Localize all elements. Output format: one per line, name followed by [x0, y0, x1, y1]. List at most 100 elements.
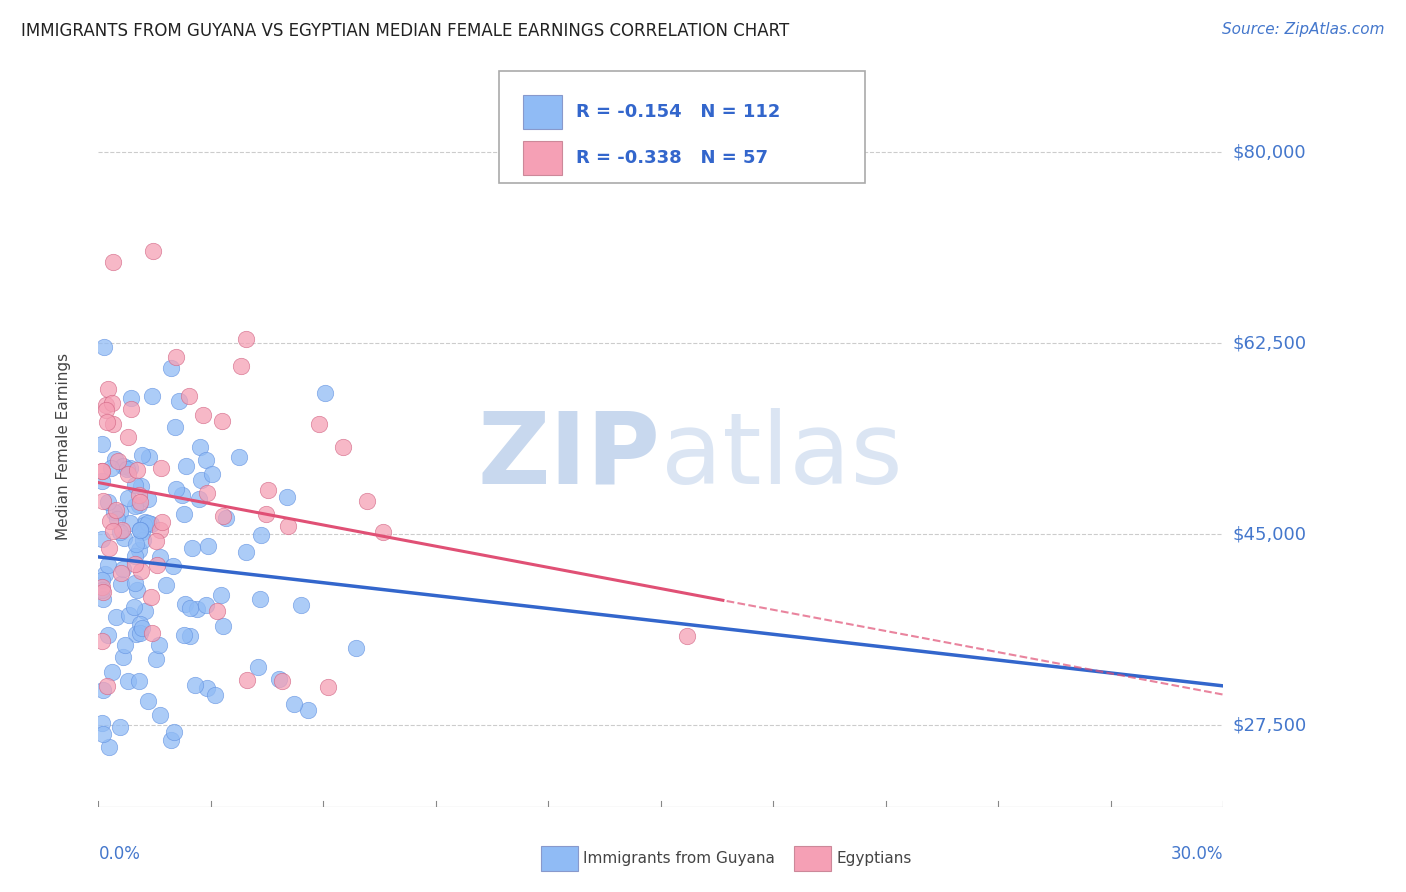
Point [105, 503, 128, 517]
Point [91, 580, 114, 594]
Point [249, 592, 271, 607]
Point [228, 450, 250, 464]
Point [115, 462, 138, 476]
Point [103, 504, 125, 518]
Point [188, 441, 211, 455]
Point [188, 491, 211, 506]
Point [186, 602, 208, 616]
Point [128, 488, 150, 502]
Point [676, 629, 699, 643]
Point [149, 708, 172, 723]
Point [159, 733, 181, 747]
Point [249, 528, 271, 542]
Point [124, 599, 146, 614]
Point [100, 396, 122, 410]
Point [129, 626, 152, 640]
Point [110, 524, 132, 539]
Point [112, 649, 135, 664]
Point [235, 332, 257, 346]
Point [270, 673, 292, 688]
Point [117, 467, 139, 481]
Point [96, 403, 118, 417]
Point [101, 524, 124, 538]
Point [131, 448, 153, 462]
Point [215, 510, 238, 524]
Point [283, 697, 305, 711]
Point [124, 557, 146, 571]
Point [205, 604, 228, 618]
Point [297, 703, 319, 717]
Point [114, 638, 136, 652]
Point [97, 541, 120, 555]
Point [118, 516, 141, 530]
Point [111, 562, 134, 576]
Point [91, 591, 114, 606]
Point [314, 386, 336, 401]
Text: $45,000: $45,000 [1232, 525, 1306, 543]
Text: Immigrants from Guyana: Immigrants from Guyana [583, 851, 775, 865]
Point [128, 542, 150, 557]
Point [149, 524, 172, 538]
Point [211, 509, 233, 524]
Point [179, 629, 201, 643]
Point [139, 590, 162, 604]
Point [173, 507, 195, 521]
Point [91, 727, 114, 741]
Point [110, 577, 132, 591]
Point [200, 467, 222, 481]
Point [101, 417, 124, 431]
Point [134, 515, 156, 529]
Point [356, 494, 378, 508]
Text: Source: ZipAtlas.com: Source: ZipAtlas.com [1222, 22, 1385, 37]
Point [128, 673, 150, 688]
Point [108, 505, 131, 519]
Point [163, 724, 186, 739]
Point [191, 408, 214, 422]
Point [141, 626, 163, 640]
Point [91, 585, 114, 599]
Point [131, 524, 153, 539]
Point [148, 638, 170, 652]
Point [134, 604, 156, 618]
Point [98, 740, 121, 755]
Point [118, 461, 141, 475]
Point [91, 437, 114, 451]
Point [98, 514, 121, 528]
Point [96, 679, 118, 693]
Point [308, 417, 330, 431]
Point [190, 473, 212, 487]
Point [179, 601, 201, 615]
Point [211, 619, 233, 633]
Point [91, 464, 114, 478]
Point [141, 389, 163, 403]
Point [235, 545, 257, 559]
Point [167, 393, 190, 408]
Point [209, 588, 232, 602]
Point [254, 507, 277, 521]
Point [276, 490, 298, 504]
Point [146, 558, 169, 573]
Point [267, 672, 290, 686]
Point [129, 523, 152, 537]
Point [257, 483, 280, 498]
Point [124, 576, 146, 591]
Point [160, 360, 183, 375]
Point [91, 464, 114, 478]
Point [91, 574, 114, 588]
Point [332, 440, 354, 454]
Text: 0.0%: 0.0% [98, 846, 141, 863]
Point [211, 414, 233, 428]
Text: R = -0.338   N = 57: R = -0.338 N = 57 [576, 149, 769, 167]
Point [150, 515, 173, 529]
Point [236, 673, 259, 687]
Text: IMMIGRANTS FROM GUYANA VS EGYPTIAN MEDIAN FEMALE EARNINGS CORRELATION CHART: IMMIGRANTS FROM GUYANA VS EGYPTIAN MEDIA… [21, 22, 789, 40]
Point [129, 523, 152, 537]
Point [176, 458, 198, 473]
Point [162, 559, 184, 574]
Point [231, 359, 253, 373]
Text: Median Female Earnings: Median Female Earnings [56, 352, 70, 540]
Point [138, 492, 160, 507]
Point [195, 681, 218, 695]
Point [91, 533, 114, 547]
Point [149, 460, 172, 475]
